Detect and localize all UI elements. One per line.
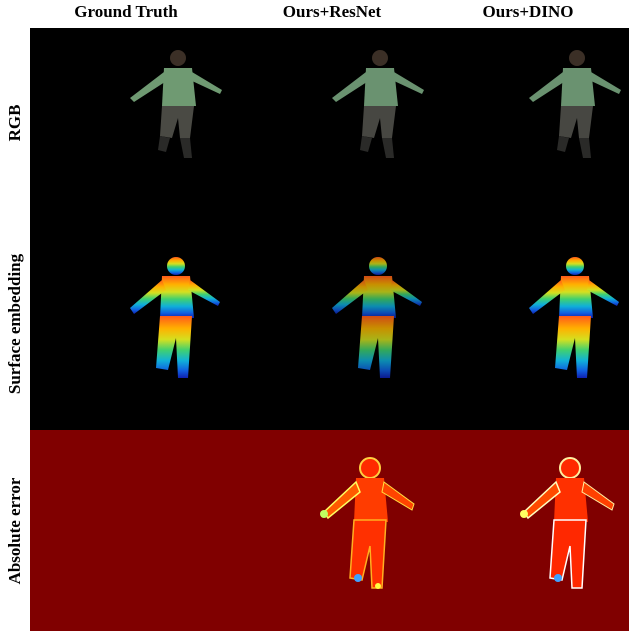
- absolute-error-row-canvas: [30, 430, 629, 631]
- surface-embedding-ours-dino: [529, 257, 619, 378]
- figure-grid: [30, 28, 629, 631]
- surface-embedding-row-canvas: [30, 218, 629, 430]
- surface-embedding-ground-truth: [130, 257, 220, 378]
- absolute-error-ours-dino: [520, 457, 615, 589]
- surface-embedding-row: [30, 218, 629, 430]
- absolute-error-row: [30, 430, 629, 631]
- person-rgb-ours-dino: [529, 50, 621, 158]
- row-label-absolute-error: Absolute error: [0, 430, 30, 631]
- person-rgb-ours-resnet: [332, 50, 424, 158]
- rgb-row: [30, 28, 629, 218]
- column-header-ground-truth: Ground Truth: [74, 2, 178, 21]
- surface-embedding-ours-resnet: [332, 257, 422, 378]
- column-header-ours-dino: Ours+DINO: [482, 2, 574, 21]
- row-label-rgb-text: RGB: [5, 104, 24, 142]
- rgb-row-canvas: [30, 28, 629, 218]
- row-label-surface-embedding: Surface embedding: [0, 218, 30, 430]
- row-label-surface-embedding-text: Surface embedding: [5, 253, 24, 395]
- row-label-rgb: RGB: [0, 28, 30, 218]
- column-header-ours-resnet: Ours+ResNet: [282, 2, 382, 21]
- row-label-absolute-error-text: Absolute error: [5, 477, 24, 584]
- person-rgb-ground-truth: [130, 50, 222, 158]
- absolute-error-ours-resnet: [320, 457, 415, 589]
